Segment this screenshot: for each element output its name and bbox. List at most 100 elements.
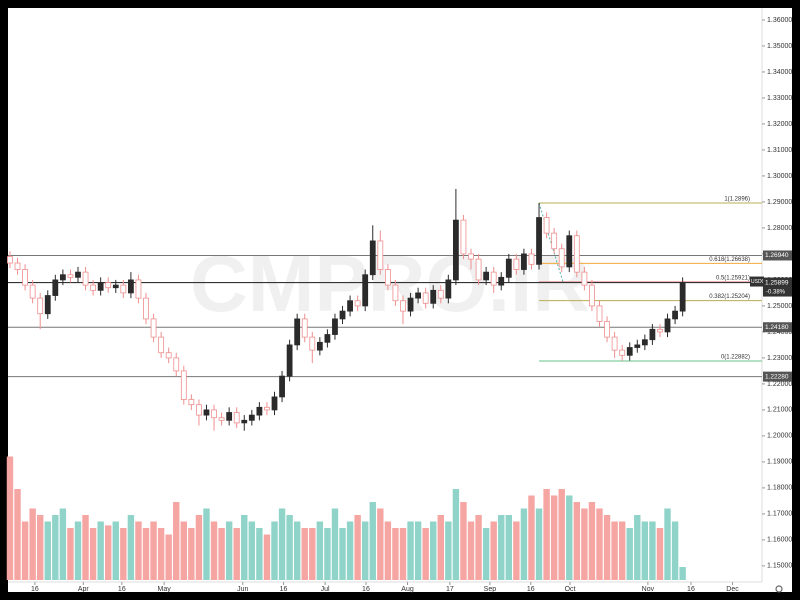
- y-tick-label: 1.18000: [767, 485, 792, 492]
- volume-bar: [331, 508, 339, 580]
- candle-body: [241, 419, 248, 424]
- volume-bar: [286, 515, 293, 580]
- y-tick-label: 1.29000: [767, 199, 792, 206]
- volume-bar: [157, 528, 165, 580]
- y-tick-label: 1.24000: [767, 329, 792, 336]
- volume-bar: [618, 521, 626, 580]
- x-tick-label: Dec: [726, 586, 739, 593]
- volume-bar: [180, 521, 188, 580]
- candle-body: [437, 289, 444, 299]
- volume-bar: [664, 508, 671, 580]
- x-tick-label: Jul: [321, 586, 330, 593]
- candle-body: [649, 328, 656, 341]
- volume-bar: [248, 521, 256, 580]
- volume-bar: [452, 489, 460, 580]
- candle-body: [573, 235, 580, 273]
- volume-bar: [324, 528, 331, 580]
- x-tick-label: 16: [687, 586, 695, 593]
- candle-body: [226, 412, 233, 421]
- x-tick-label: Oct: [565, 586, 576, 593]
- volume-bar: [316, 521, 324, 580]
- volume-bar: [225, 521, 233, 580]
- volume-bar: [581, 508, 588, 580]
- candle-body: [483, 271, 490, 281]
- y-tick-label: 1.19000: [767, 459, 792, 466]
- volume-bar: [641, 521, 649, 580]
- volume-bar: [301, 528, 308, 580]
- candle-body: [286, 344, 293, 377]
- volume-bar: [422, 528, 429, 580]
- x-tick-label: 16: [280, 586, 288, 593]
- candle-body: [415, 292, 422, 299]
- volume-bar: [460, 502, 467, 580]
- volume-bar: [256, 528, 263, 580]
- y-tick-label: 1.22000: [767, 381, 792, 388]
- volume-bar: [626, 528, 633, 580]
- volume-bar: [97, 521, 104, 580]
- candle-body: [596, 305, 603, 322]
- settings-icon[interactable]: [775, 585, 783, 593]
- volume-bar: [649, 521, 656, 580]
- candle-body: [604, 321, 610, 338]
- fib-label: 0.618(1.26638): [709, 257, 750, 263]
- candle-body: [44, 295, 51, 315]
- level-label: 1.24180: [765, 324, 789, 331]
- x-tick-label: 16: [527, 586, 535, 593]
- volume-bar: [142, 528, 150, 580]
- volume-bar: [263, 534, 271, 580]
- candle-body: [150, 318, 157, 338]
- change-badge: [763, 287, 792, 297]
- candle-body: [7, 256, 13, 264]
- candle-body: [309, 336, 316, 351]
- candle-body: [97, 282, 104, 291]
- volume-bar: [241, 515, 248, 580]
- volume-bar: [498, 515, 505, 580]
- candle-body: [513, 258, 520, 270]
- candle-body: [679, 282, 686, 312]
- fib-label: 0.5(1.25921): [716, 276, 750, 282]
- x-tick-label: Jun: [237, 586, 248, 593]
- volume-bar: [603, 515, 611, 580]
- volume-bar: [513, 521, 520, 580]
- fib-label: 0(1.22882): [721, 355, 750, 361]
- volume-bar: [278, 508, 286, 580]
- candle-body: [294, 318, 301, 346]
- candle-body: [22, 269, 28, 286]
- candle-body: [52, 279, 59, 296]
- volume-bar: [384, 521, 392, 580]
- volume-bar: [656, 528, 664, 580]
- candle-body: [347, 300, 353, 312]
- candle-body: [127, 279, 134, 294]
- candle-body: [301, 318, 308, 338]
- volume-bar: [679, 567, 686, 580]
- level-badge: [763, 322, 792, 333]
- candle-body: [59, 274, 66, 281]
- volume-bar: [173, 502, 180, 580]
- volume-bar: [218, 528, 225, 580]
- candle-body: [528, 253, 535, 265]
- candle-body: [271, 396, 278, 411]
- candle-body: [641, 339, 648, 346]
- volume-bar: [467, 521, 475, 580]
- last-price-label: 1.25899: [765, 279, 789, 286]
- volume-bar: [29, 508, 36, 580]
- volume-bar: [354, 515, 361, 580]
- volume-bar: [573, 502, 581, 580]
- volume-bar: [271, 521, 278, 580]
- x-tick-label: 17: [446, 586, 454, 593]
- candle-body: [196, 404, 202, 416]
- volume-bar: [414, 521, 422, 580]
- candle-body: [558, 248, 565, 268]
- y-tick-label: 1.33000: [767, 95, 792, 102]
- candle-body: [566, 235, 573, 268]
- x-tick-label: Nov: [642, 586, 655, 593]
- candle-body: [332, 318, 338, 335]
- level-badge: [763, 250, 792, 261]
- volume-bar: [346, 521, 354, 580]
- volume-bar: [59, 508, 67, 580]
- symbol-label: USDCAD: [751, 279, 773, 285]
- candle-body: [657, 328, 663, 333]
- volume-bar: [67, 528, 74, 580]
- volume-bar: [377, 508, 384, 580]
- candle-body: [105, 282, 112, 289]
